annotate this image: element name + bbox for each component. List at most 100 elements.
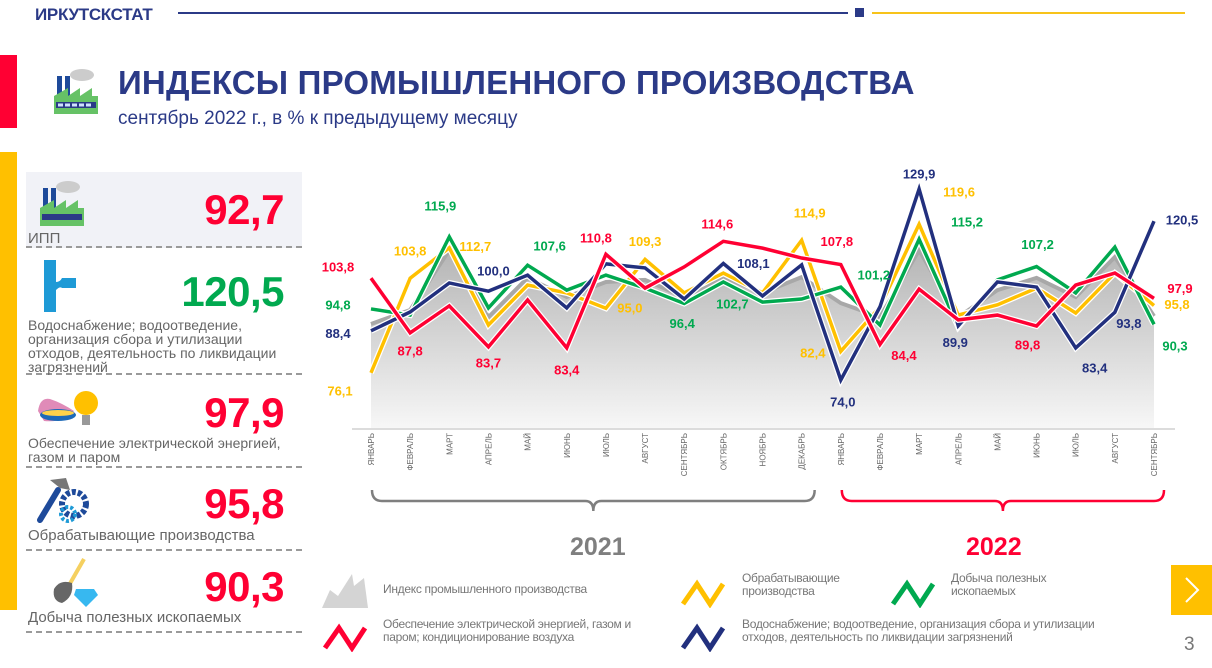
x-tick-label: ИЮЛЬ <box>1072 433 1081 457</box>
data-label-manuf-1: 103,8 <box>394 244 427 259</box>
data-label-manuf-20: 95,8 <box>1164 297 1189 312</box>
data-label-energy-20: 97,9 <box>1167 281 1192 296</box>
data-label-mining-0: 94,8 <box>325 297 350 312</box>
data-label-water-0: 88,4 <box>325 326 351 341</box>
legend-item-manufacturing: Обрабатывающие производства <box>742 571 840 598</box>
summary-accent-bar <box>0 152 17 610</box>
summary-label: Обрабатывающие производства <box>28 527 255 544</box>
next-slide-button[interactable] <box>1171 565 1212 615</box>
title-accent-bar <box>0 55 17 128</box>
x-tick-label: МАЙ <box>524 433 533 451</box>
x-tick-label: ФЕВРАЛЬ <box>876 433 885 471</box>
hammer-gear-icon <box>37 478 89 523</box>
data-label-mining-4: 107,6 <box>533 239 566 254</box>
x-tick-label: СЕНТЯБРЬ <box>680 433 689 476</box>
x-tick-label: МАРТ <box>915 433 924 455</box>
x-tick-label: ОКТЯБРЬ <box>719 433 728 470</box>
data-label-mining-14: 115,2 <box>951 215 983 230</box>
header-divider-square <box>855 8 864 17</box>
summary-value: 90,3 <box>204 563 284 610</box>
data-label-water-20: 120,5 <box>1166 213 1199 228</box>
legend-area-icon <box>322 574 368 608</box>
summary-item-water: 120,5 Водоснабжение; водоотведение, орга… <box>26 248 302 375</box>
header-divider-navy <box>178 12 848 14</box>
legend-item-water: Водоснабжение; водоотведение, организаци… <box>742 617 1095 644</box>
shovel-diamond-icon <box>53 558 98 607</box>
legend-item-energy: Обеспечение электрической энергией, газо… <box>383 617 631 644</box>
x-tick-label: АПРЕЛЬ <box>484 433 493 465</box>
data-label-manuf-2: 112,7 <box>459 239 491 254</box>
legend-line-yellow-icon <box>680 579 726 608</box>
x-tick-label: МАРТ <box>445 433 454 455</box>
brand-label: ИРКУТСКСТАТ <box>35 5 153 24</box>
summary-value: 95,8 <box>204 480 284 527</box>
legend-line-red-icon <box>322 623 368 652</box>
x-tick-label: ИЮНЬ <box>563 433 572 458</box>
data-label-mining-9: 102,7 <box>716 296 749 311</box>
data-label-manuf-0: 76,1 <box>327 383 352 398</box>
factory-icon <box>54 69 98 114</box>
data-label-water-9: 108,1 <box>737 256 770 271</box>
data-label-water-14: 129,9 <box>903 166 936 181</box>
data-label-mining-2: 115,9 <box>424 198 456 213</box>
data-label-energy-17: 89,8 <box>1015 337 1040 352</box>
data-label-mining-17: 107,2 <box>1021 237 1054 252</box>
x-tick-label: ИЮЛЬ <box>602 433 611 457</box>
summary-label: ИПП <box>28 230 61 247</box>
factory-icon <box>40 181 84 226</box>
legend-line-green-icon <box>890 579 936 608</box>
data-label-water-18: 83,4 <box>1082 360 1108 375</box>
data-label-energy-13: 84,4 <box>891 348 917 363</box>
summary-value: 120,5 <box>181 268 284 315</box>
x-tick-label: ДЕКАБРЬ <box>798 433 807 470</box>
summary-item-mining: 90,3 Добыча полезных ископаемых <box>26 551 302 633</box>
year-label-2022: 2022 <box>966 533 1022 561</box>
data-label-energy-6: 110,8 <box>580 231 612 246</box>
data-label-manuf-12: 82,4 <box>800 346 826 361</box>
summary-value: 97,9 <box>204 389 284 436</box>
x-tick-label: ИЮНЬ <box>1033 433 1042 458</box>
summary-label: Обеспечение электрической энергией, газо… <box>28 435 281 465</box>
chevron-right-icon <box>1185 577 1200 603</box>
data-label-manuf-7: 109,3 <box>629 234 662 249</box>
page-subtitle: сентябрь 2022 г., в % к предыдущему меся… <box>118 108 518 129</box>
data-label-manuf-14: 119,6 <box>943 185 975 200</box>
data-label-energy-0: 103,8 <box>322 260 355 275</box>
series-area-ipp <box>371 250 1154 428</box>
x-tick-label: ФЕВРАЛЬ <box>406 433 415 471</box>
x-tick-label: НОЯБРЬ <box>759 433 768 466</box>
x-tick-label: АВГУСТ <box>1111 433 1120 464</box>
data-label-water-3: 100,0 <box>477 264 510 279</box>
data-label-manuf-6: 95,0 <box>617 301 642 316</box>
summary-item-energy: 97,9 Обеспечение электрической энергией,… <box>26 375 302 468</box>
gas-bulb-icon <box>38 391 98 425</box>
x-tick-label: ЯНВАРЬ <box>837 433 846 466</box>
summary-label: Водоснабжение; водоотведение, организаци… <box>28 317 277 375</box>
summary-label: Добыча полезных ископаемых <box>28 609 242 626</box>
data-label-water-15: 89,9 <box>943 335 968 350</box>
page-title: ИНДЕКСЫ ПРОМЫШЛЕННОГО ПРОИЗВОДСТВА <box>118 64 915 101</box>
legend-line-navy-icon <box>680 623 726 652</box>
data-label-manuf-11: 114,9 <box>794 206 826 221</box>
summary-item-ipp: 92,7 ИПП <box>26 172 302 248</box>
page-number: 3 <box>1184 634 1195 655</box>
data-label-mining-20: 90,3 <box>1162 339 1187 354</box>
data-label-mining-8: 96,4 <box>670 316 696 331</box>
x-tick-label: МАЙ <box>993 433 1002 451</box>
data-label-energy-1: 87,8 <box>397 343 422 358</box>
x-tick-label: АПРЕЛЬ <box>954 433 963 465</box>
x-tick-label: ЯНВАРЬ <box>367 433 376 466</box>
data-label-energy-9: 114,6 <box>701 217 733 232</box>
year-brace-2022 <box>840 489 1166 512</box>
summary-item-manufacturing: 95,8 Обрабатывающие производства <box>26 468 302 551</box>
year-label-2021: 2021 <box>570 533 626 561</box>
water-pipe-icon <box>44 260 76 312</box>
summary-value: 92,7 <box>204 186 284 233</box>
legend-item-ipp: Индекс промышленного производства <box>383 582 587 596</box>
x-tick-label: АВГУСТ <box>641 433 650 464</box>
header-divider-yellow <box>872 12 1185 14</box>
data-label-water-19: 93,8 <box>1116 316 1141 331</box>
data-label-water-12: 74,0 <box>830 394 855 409</box>
data-label-energy-12: 107,8 <box>821 234 854 249</box>
